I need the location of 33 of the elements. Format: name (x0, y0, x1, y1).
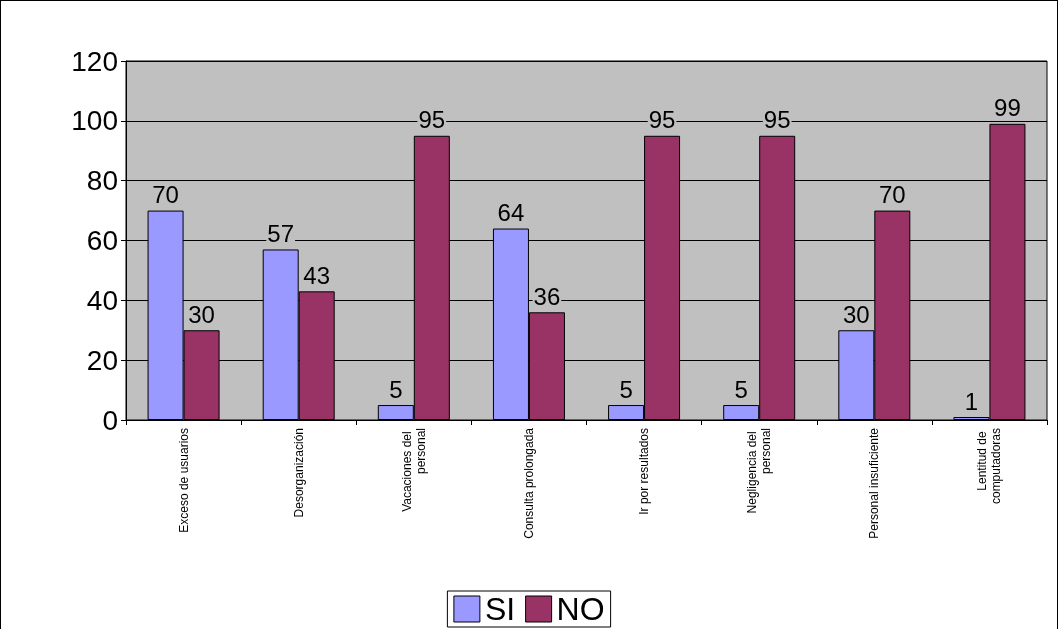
data-label: 70 (152, 181, 179, 209)
y-tick-label: 20 (86, 344, 118, 376)
data-label: 5 (389, 375, 403, 403)
x-tick-label: Exceso de usuarios (176, 428, 191, 533)
data-label: 95 (763, 106, 791, 134)
x-tick-label: Ir por resultados (637, 428, 652, 515)
data-label: 99 (994, 94, 1021, 122)
y-tick-label: 100 (71, 105, 118, 137)
x-tick-label: Desorganización (291, 428, 306, 518)
y-tick-label: 40 (86, 284, 118, 316)
data-label: 95 (418, 106, 446, 134)
x-tick-label: Negligencia del personal (745, 428, 774, 514)
data-label: 1 (964, 387, 979, 415)
y-tick-label: 120 (71, 45, 118, 77)
data-label: 70 (878, 181, 906, 209)
data-label: 5 (734, 375, 748, 403)
x-tick-label: Vacaciones del personal (399, 428, 428, 512)
y-tick-label: 80 (86, 165, 118, 197)
x-tick-label: Personal insuficiente (867, 427, 882, 539)
y-tick-label: 60 (86, 225, 118, 256)
data-label: 30 (842, 300, 870, 328)
data-label: 95 (648, 106, 676, 134)
data-label: 57 (267, 219, 295, 247)
legend-label: NO (556, 591, 605, 627)
data-label: 43 (303, 261, 331, 289)
legend-label: SI (484, 591, 516, 627)
x-tick-label: Consulta prolongada (521, 427, 536, 539)
x-tick-label: Lentitud de computadoras (975, 428, 1004, 505)
data-label: 64 (497, 199, 525, 227)
data-label: 36 (533, 282, 561, 310)
data-label: 5 (619, 375, 633, 403)
y-tick-label: 0 (102, 404, 118, 436)
data-label: 30 (188, 300, 215, 328)
